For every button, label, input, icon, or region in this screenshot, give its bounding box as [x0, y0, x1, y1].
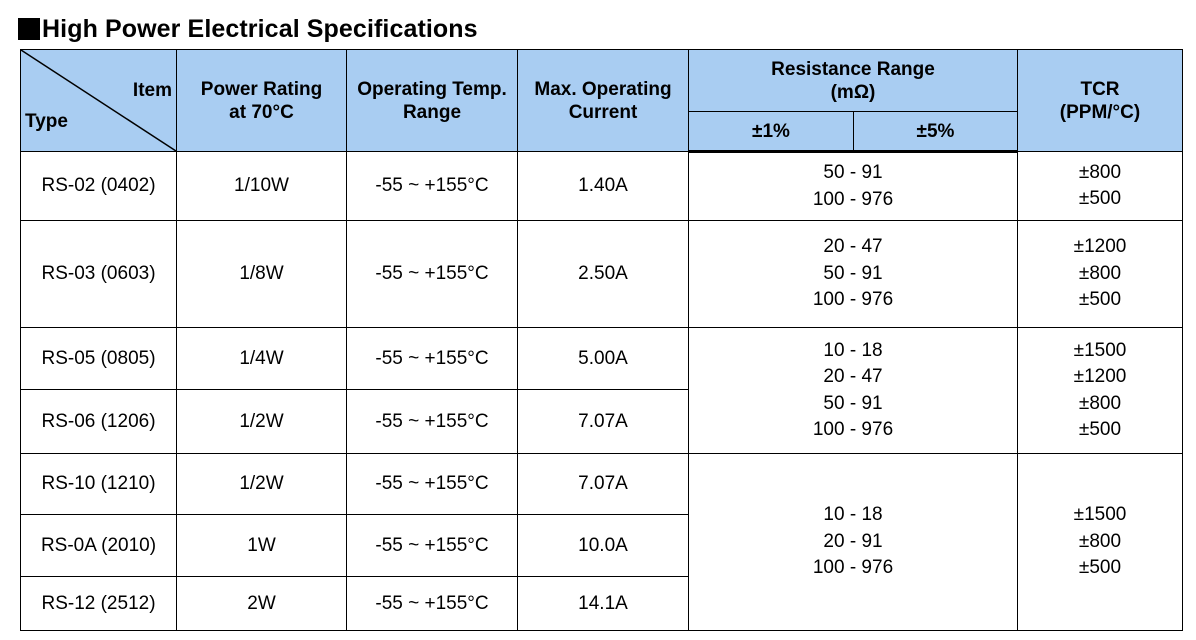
header-operating-temp: Operating Temp. Range	[346, 49, 518, 152]
tcr-cell: ±1500 ±1200 ±800 ±500	[1017, 327, 1183, 454]
table-row: RS-03 (0603) 1/8W -55 ~ +155°C 2.50A 20 …	[20, 220, 1183, 328]
current-cell: 5.00A	[517, 327, 689, 390]
spec-table: Item Type Power Rating at 70°C Operating …	[20, 49, 1183, 631]
current-cell: 14.1A	[517, 576, 689, 631]
header-max-current: Max. Operating Current	[517, 49, 689, 152]
header-power-rating: Power Rating at 70°C	[176, 49, 347, 152]
header-tolerance-5: ±5%	[853, 111, 1018, 153]
power-cell: 1/10W	[176, 151, 347, 221]
temp-cell: -55 ~ +155°C	[346, 389, 518, 454]
resistance-cell: 50 - 91 100 - 976	[688, 151, 1018, 221]
type-cell: RS-05 (0805)	[20, 327, 177, 390]
header-item-label: Item	[132, 80, 172, 101]
header-tcr: TCR (PPM/°C)	[1017, 49, 1183, 152]
power-cell: 1/2W	[176, 453, 347, 515]
current-cell: 10.0A	[517, 514, 689, 577]
current-cell: 7.07A	[517, 453, 689, 515]
resistance-cell: 10 - 18 20 - 47 50 - 91 100 - 976	[688, 327, 1018, 454]
table-row: RS-12 (2512) 2W -55 ~ +155°C 14.1A	[20, 576, 1183, 631]
temp-cell: -55 ~ +155°C	[346, 151, 518, 221]
power-cell: 1W	[176, 514, 347, 577]
table-row: RS-02 (0402) 1/10W -55 ~ +155°C 1.40A 50…	[20, 151, 1183, 221]
temp-cell: -55 ~ +155°C	[346, 514, 518, 577]
temp-cell: -55 ~ +155°C	[346, 453, 518, 515]
current-cell: 1.40A	[517, 151, 689, 221]
header-type-label: Type	[25, 111, 68, 132]
type-cell: RS-06 (1206)	[20, 389, 177, 454]
type-cell: RS-02 (0402)	[20, 151, 177, 221]
type-cell: RS-10 (1210)	[20, 453, 177, 515]
tcr-cell: ±1500 ±800 ±500	[1017, 453, 1183, 631]
type-cell: RS-0A (2010)	[20, 514, 177, 577]
black-square-icon	[18, 18, 40, 40]
page-title-text: High Power Electrical Specifications	[42, 14, 478, 43]
tcr-cell: ±1200 ±800 ±500	[1017, 220, 1183, 328]
temp-cell: -55 ~ +155°C	[346, 220, 518, 328]
header-tolerance-1: ±1%	[688, 111, 854, 153]
table-row: RS-10 (1210) 1/2W -55 ~ +155°C 7.07A 10 …	[20, 453, 1183, 631]
tcr-cell: ±800 ±500	[1017, 151, 1183, 221]
header-resistance-range: Resistance Range (mΩ)	[688, 49, 1018, 112]
diagonal-divider	[21, 50, 176, 151]
power-cell: 2W	[176, 576, 347, 631]
header-item-type: Item Type	[20, 49, 177, 152]
resistance-cell: 20 - 47 50 - 91 100 - 976	[688, 220, 1018, 328]
page-title: High Power Electrical Specifications	[18, 13, 478, 45]
current-cell: 7.07A	[517, 389, 689, 454]
current-cell: 2.50A	[517, 220, 689, 328]
power-cell: 1/8W	[176, 220, 347, 328]
resistance-cell: 10 - 18 20 - 91 100 - 976	[688, 453, 1018, 631]
temp-cell: -55 ~ +155°C	[346, 327, 518, 390]
power-cell: 1/2W	[176, 389, 347, 454]
power-cell: 1/4W	[176, 327, 347, 390]
temp-cell: -55 ~ +155°C	[346, 576, 518, 631]
type-cell: RS-12 (2512)	[20, 576, 177, 631]
table-row: RS-05 (0805) 1/4W -55 ~ +155°C 5.00A 10 …	[20, 327, 1183, 454]
type-cell: RS-03 (0603)	[20, 220, 177, 328]
